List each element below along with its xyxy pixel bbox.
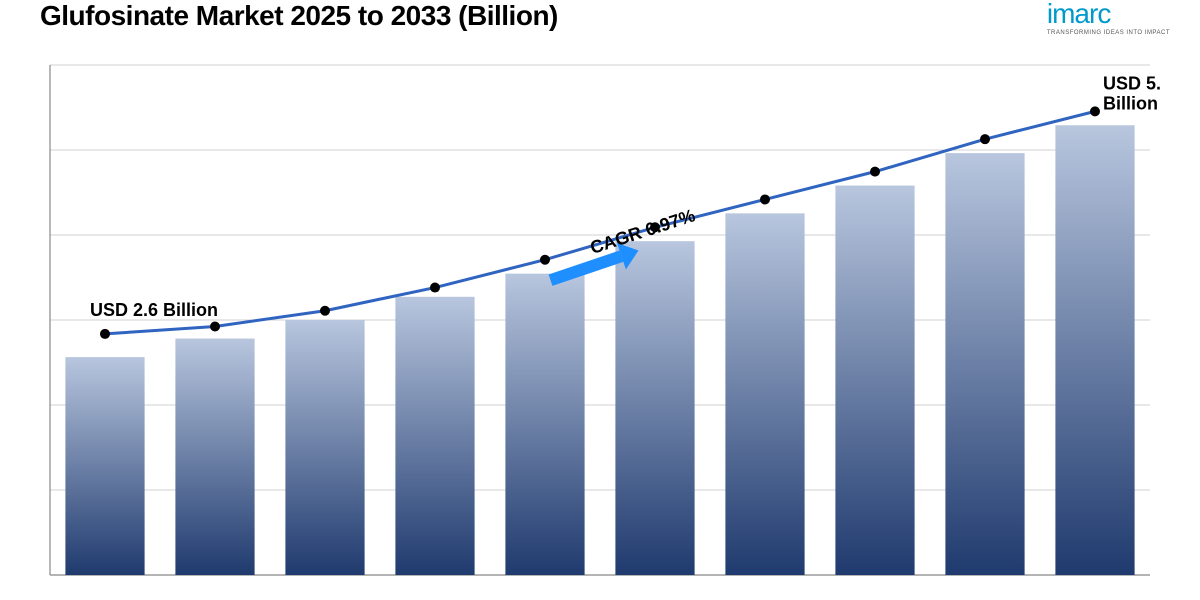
- data-marker: [1090, 106, 1100, 116]
- bar: [395, 297, 474, 575]
- bar: [945, 153, 1024, 575]
- bar: [615, 241, 694, 575]
- bar: [725, 213, 804, 575]
- bar: [65, 357, 144, 575]
- bar: [1055, 125, 1134, 575]
- data-marker: [430, 283, 440, 293]
- data-marker: [100, 329, 110, 339]
- chart-title: Glufosinate Market 2025 to 2033 (Billion…: [40, 0, 558, 32]
- logo-text: imarc: [1047, 0, 1110, 28]
- chart-svg: USD 2.6 BillionUSD 5.0BillionCAGR 6.97%: [40, 55, 1160, 585]
- data-marker: [980, 134, 990, 144]
- bar: [175, 339, 254, 575]
- bar: [505, 274, 584, 575]
- bar: [835, 186, 914, 575]
- header: Glufosinate Market 2025 to 2033 (Billion…: [0, 0, 1200, 45]
- brand-logo: imarc TRANSFORMING IDEAS INTO IMPACT: [1047, 0, 1170, 36]
- chart-area: USD 2.6 BillionUSD 5.0BillionCAGR 6.97%: [40, 55, 1160, 585]
- data-marker: [870, 167, 880, 177]
- bar: [285, 320, 364, 575]
- data-marker: [210, 321, 220, 331]
- end-value-label-line2: Billion: [1103, 93, 1158, 113]
- start-value-label: USD 2.6 Billion: [90, 300, 218, 320]
- logo-tagline: TRANSFORMING IDEAS INTO IMPACT: [1047, 30, 1170, 36]
- data-marker: [760, 194, 770, 204]
- data-marker: [320, 306, 330, 316]
- end-value-label-line1: USD 5.0: [1103, 73, 1160, 93]
- data-marker: [540, 255, 550, 265]
